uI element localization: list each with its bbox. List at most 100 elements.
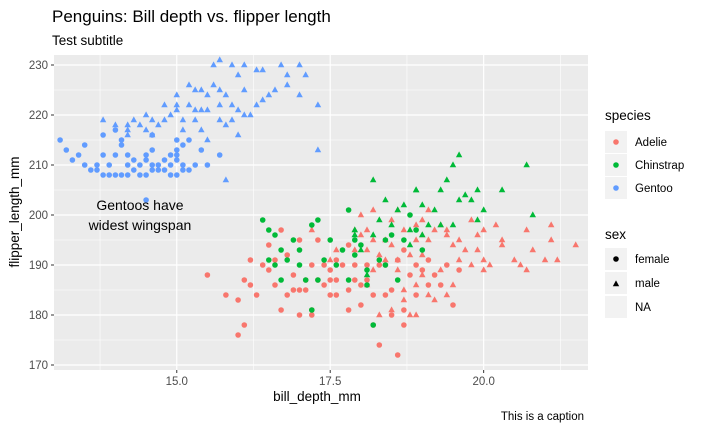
gentoo-male-point — [259, 96, 266, 103]
adelie-male-point — [400, 286, 408, 293]
gentoo-male-point — [204, 91, 211, 98]
adelie-female-point — [401, 322, 407, 328]
y-tick-label: 200 — [29, 210, 48, 222]
adelie-male-point — [517, 261, 524, 268]
gentoo-male-point — [210, 81, 217, 88]
legend-label: male — [635, 278, 660, 290]
gentoo-female-point — [69, 157, 76, 163]
chinstrap-male-point — [351, 231, 358, 238]
chinstrap-male-point — [394, 206, 401, 213]
chinstrap-male-point — [462, 191, 469, 198]
gentoo-male-point — [167, 111, 174, 118]
adelie-male-point — [412, 281, 420, 288]
gentoo-male-point — [253, 66, 260, 73]
chinstrap-female-point — [345, 277, 352, 283]
adelie-female-point — [241, 277, 248, 283]
adelie-female-point — [345, 307, 352, 313]
gentoo-female-point — [174, 157, 180, 163]
adelie-female-point — [223, 292, 229, 298]
adelie-male-point — [419, 251, 426, 258]
adelie-male-point — [376, 311, 383, 318]
gentoo-male-point — [191, 106, 199, 113]
adelie-male-point — [431, 226, 438, 233]
gentoo-female-point — [174, 147, 180, 153]
adelie-male-point — [431, 296, 438, 303]
adelie-female-point — [302, 287, 309, 293]
x-axis-label: bill_depth_mm — [273, 389, 361, 404]
gentoo-male-point — [234, 131, 242, 138]
gentoo-male-point — [173, 106, 180, 113]
gentoo-female-point — [124, 172, 131, 178]
gentoo-female-point — [88, 167, 94, 173]
chinstrap-male-point — [437, 186, 444, 193]
adelie-male-point — [523, 226, 530, 233]
gentoo-male-point — [228, 101, 236, 108]
gentoo-male-point — [296, 91, 303, 98]
gentoo-male-point — [204, 106, 211, 113]
y-axis-label: flipper_length_mm — [7, 156, 22, 267]
adelie-female-point — [382, 292, 389, 298]
adelie-male-point — [388, 306, 395, 313]
adelie-female-point — [450, 302, 456, 308]
chinstrap-female-point — [382, 262, 389, 268]
adelie-female-point — [352, 262, 358, 268]
gentoo-male-point — [191, 86, 199, 93]
chinstrap-male-point — [443, 176, 451, 183]
adelie-female-point — [364, 262, 370, 268]
gentoo-female-point — [174, 172, 180, 178]
adelie-female-point — [321, 262, 327, 268]
gentoo-female-point — [106, 162, 112, 168]
adelie-male-point — [406, 311, 414, 318]
gentoo-female-point — [143, 157, 149, 163]
chinstrap-female-point — [266, 257, 272, 263]
adelie-male-point — [547, 221, 555, 228]
adelie-female-point — [364, 277, 370, 283]
adelie-male-point — [363, 246, 371, 253]
gentoo-male-point — [185, 101, 193, 108]
chinstrap-male-point — [357, 246, 365, 253]
adelie-female-point — [247, 257, 254, 263]
gentoo-male-point — [179, 116, 187, 123]
gentoo-male-point — [271, 86, 279, 93]
legend-swatch-adelie — [613, 139, 619, 145]
gentoo-female-point — [112, 152, 119, 158]
chinstrap-male-point — [474, 186, 481, 193]
gentoo-male-point — [228, 116, 236, 123]
chinstrap-male-point — [498, 186, 506, 193]
gentoo-male-point — [222, 176, 230, 183]
chinstrap-female-point — [321, 257, 327, 263]
chinstrap-female-point — [407, 212, 413, 218]
legend-sex-title: sex — [605, 227, 626, 242]
adelie-male-point — [412, 311, 420, 318]
adelie-female-point — [309, 312, 315, 318]
adelie-female-point — [327, 277, 334, 283]
chinstrap-female-point — [290, 237, 297, 243]
adelie-male-point — [511, 256, 518, 263]
adelie-male-point — [369, 266, 377, 273]
gentoo-male-point — [241, 111, 248, 118]
gentoo-male-point — [210, 61, 217, 68]
gentoo-male-point — [136, 121, 144, 128]
adelie-male-point — [419, 216, 426, 223]
gentoo-male-point — [296, 61, 303, 68]
gentoo-female-point — [155, 167, 162, 173]
adelie-male-point — [474, 231, 481, 238]
gentoo-male-point — [277, 61, 285, 68]
x-tick-label: 15.0 — [166, 376, 188, 388]
gentoo-male-point — [284, 81, 291, 88]
gentoo-male-point — [234, 71, 242, 78]
gentoo-female-point — [100, 172, 106, 178]
legend-species-title: species — [605, 108, 651, 123]
adelie-male-point — [382, 256, 389, 263]
data-points — [57, 56, 579, 358]
gentoo-male-point — [216, 56, 223, 63]
adelie-female-point — [388, 312, 395, 318]
annotation-line: widest wingspan — [88, 217, 192, 233]
y-tick-label: 230 — [29, 60, 48, 72]
chinstrap-male-point — [529, 211, 536, 218]
gentoo-female-point — [143, 152, 149, 158]
chinstrap-female-point — [394, 277, 401, 283]
adelie-female-point — [407, 272, 413, 278]
gentoo-male-point — [142, 126, 150, 133]
chinstrap-female-point — [266, 227, 272, 233]
